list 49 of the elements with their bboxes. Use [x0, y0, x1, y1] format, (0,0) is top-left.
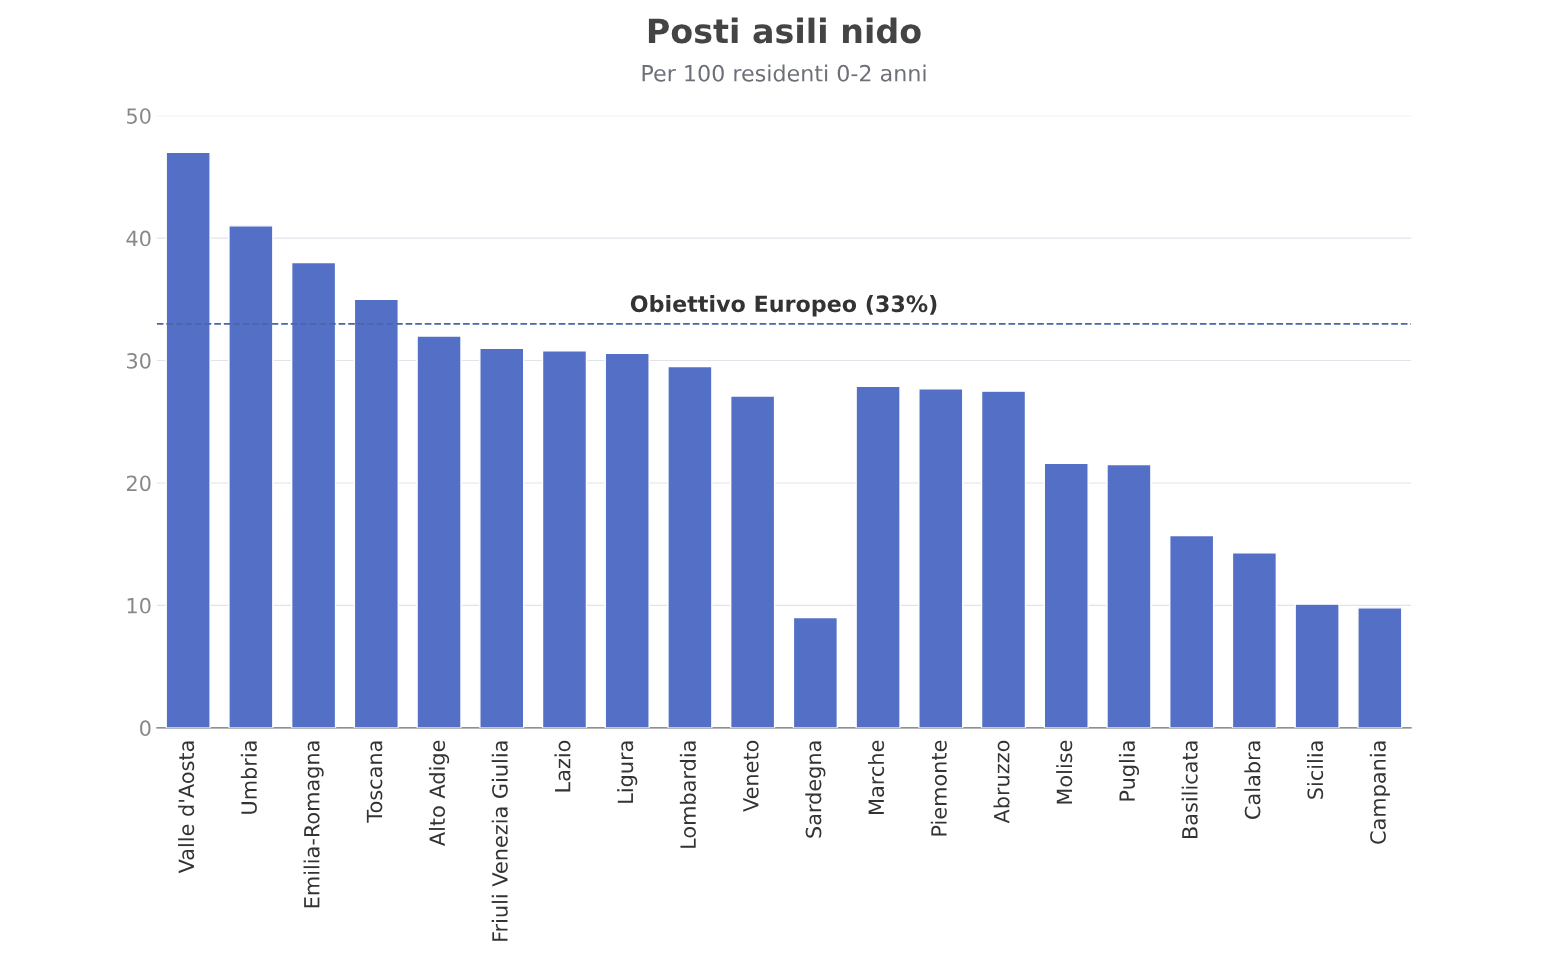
y-tick-label: 0 [140, 720, 151, 737]
bar [1106, 463, 1152, 728]
x-tick-label: Lazio [554, 740, 571, 792]
x-tick-label: Basilicata [1181, 741, 1198, 839]
bar [729, 395, 776, 728]
x-tick-label: Campania [1369, 741, 1390, 844]
x-tick-label: Toscana [366, 741, 383, 823]
bar [1294, 603, 1340, 728]
bar [290, 261, 337, 728]
bar [1169, 534, 1215, 728]
ref-line-label: Obiettivo Europeo (33%) [630, 294, 937, 317]
y-tick-label: 20 [126, 475, 151, 492]
chart-title: Posti asili nido [648, 17, 921, 44]
bar [1357, 607, 1403, 728]
y-tick-label: 30 [127, 352, 151, 369]
bar [604, 352, 650, 728]
bar [667, 365, 713, 728]
x-tick-label: Puglia [1118, 741, 1140, 801]
bar [1043, 462, 1089, 728]
bar [541, 350, 588, 728]
x-tick-label: Emilia-Romagna [303, 741, 324, 908]
bar [918, 387, 964, 728]
bar [479, 347, 525, 728]
x-tick-label: Umbria [240, 741, 257, 814]
bar [855, 385, 901, 728]
x-tick-label: Alto Adige [428, 740, 450, 846]
chart-subtitle: Per 100 residenti 0-2 anni [642, 64, 926, 82]
x-tick-label: Sardegna [805, 741, 826, 838]
bar [165, 151, 211, 728]
bar [416, 335, 462, 728]
bar [1231, 552, 1278, 728]
y-tick-label: 10 [127, 597, 151, 614]
bar [353, 298, 399, 728]
x-tick-label: Lombardia [679, 741, 696, 848]
x-tick-label: Sicilia [1307, 741, 1324, 799]
bar [228, 225, 274, 728]
x-tick-label: Valle d'Aosta [178, 741, 195, 874]
x-tick-label: Marche [868, 740, 885, 814]
x-tick-label: Calabra [1244, 741, 1261, 819]
x-tick-label: Piemonte [930, 740, 947, 836]
bar [792, 616, 839, 728]
bar [980, 390, 1027, 728]
x-tick-label: Friuli Venezia Giulia [491, 741, 508, 941]
y-tick-label: 50 [127, 108, 151, 124]
x-tick-label: Ligura [617, 741, 638, 803]
x-tick-label: Veneto [743, 740, 759, 812]
x-tick-label: Molise [1056, 740, 1073, 804]
x-tick-label: Abruzzo [993, 740, 1010, 824]
y-tick-label: 40 [126, 230, 151, 247]
